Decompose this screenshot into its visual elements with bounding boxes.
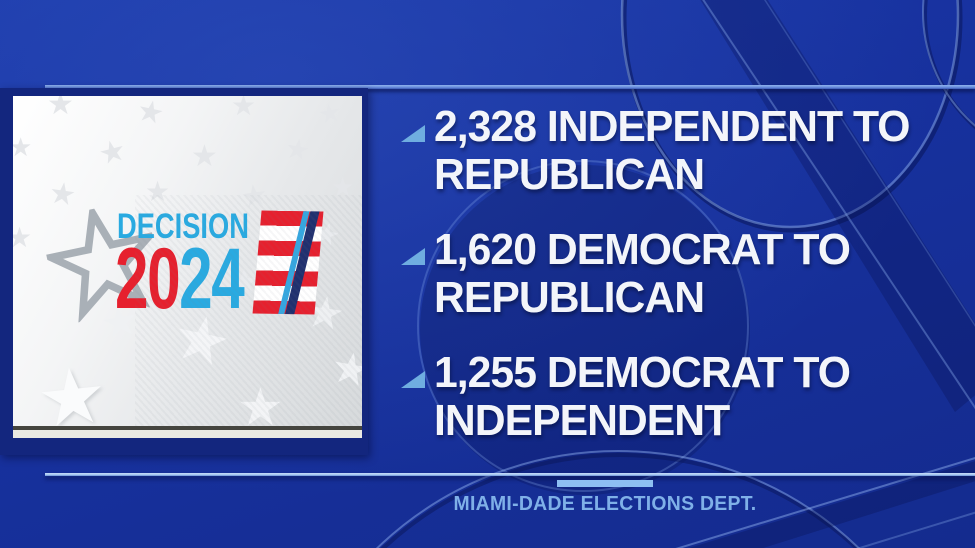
star-icon: ★ [145, 176, 171, 207]
bullet-line: 1,620 DEMOCRAT TO [434, 225, 851, 274]
panel-flag-background: ★ ★ ★ ★ ★ ★ ★ ★ ★ ★ ★ ★ ★ ★ ★ ★ ★ ★ ★ ★ … [13, 96, 362, 426]
logo-title: DECISION [117, 207, 249, 246]
bullet-triangle-icon [401, 248, 425, 265]
bullet-line: 1,255 DEMOCRAT TO [434, 348, 851, 397]
stats-list: 2,328 INDEPENDENT TO REPUBLICAN 1,620 DE… [401, 103, 966, 472]
decision-2024-logo: DECISION 2024 [13, 96, 362, 426]
bullet-triangle-icon [401, 371, 425, 388]
list-item: 1,620 DEMOCRAT TO REPUBLICAN [401, 226, 966, 322]
logo-year-first: 20 [115, 231, 181, 327]
panel-bottom-strip [13, 430, 362, 438]
bottom-divider-line [45, 473, 975, 476]
bullet-line: 2,328 INDEPENDENT TO [434, 102, 910, 151]
top-divider-line [45, 85, 975, 89]
source-accent-bar [557, 480, 653, 487]
star-icon: ★ [231, 96, 257, 121]
flag-stripes-icon [252, 210, 324, 315]
bullet-line: INDEPENDENT [434, 396, 730, 445]
bullet-text: 1,255 DEMOCRAT TO INDEPENDENT [434, 348, 851, 445]
source-label: MIAMI-DADE ELECTIONS DEPT. [453, 493, 757, 515]
logo-year: 2024 [115, 236, 245, 322]
star-icon: ★ [331, 172, 355, 202]
bullet-line: REPUBLICAN [434, 150, 705, 199]
star-icon: ★ [237, 379, 284, 426]
logo-year-second: 24 [179, 231, 245, 327]
star-outline-icon [39, 202, 159, 324]
bullet-text: 2,328 INDEPENDENT TO REPUBLICAN [434, 103, 910, 199]
bullet-triangle-icon [401, 125, 425, 142]
star-icon: ★ [13, 222, 33, 253]
star-icon: ★ [191, 140, 218, 173]
panel-bottom-rule [13, 426, 362, 430]
list-item: 2,328 INDEPENDENT TO REPUBLICAN [401, 103, 966, 199]
star-icon: ★ [13, 132, 33, 162]
bullet-text: 1,620 DEMOCRAT TO REPUBLICAN [434, 225, 851, 322]
list-item: 1,255 DEMOCRAT TO INDEPENDENT [401, 349, 966, 445]
decision-2024-panel: ★ ★ ★ ★ ★ ★ ★ ★ ★ ★ ★ ★ ★ ★ ★ ★ ★ ★ ★ ★ … [0, 88, 368, 455]
star-icon: ★ [47, 96, 74, 121]
bullet-line: REPUBLICAN [434, 273, 705, 322]
